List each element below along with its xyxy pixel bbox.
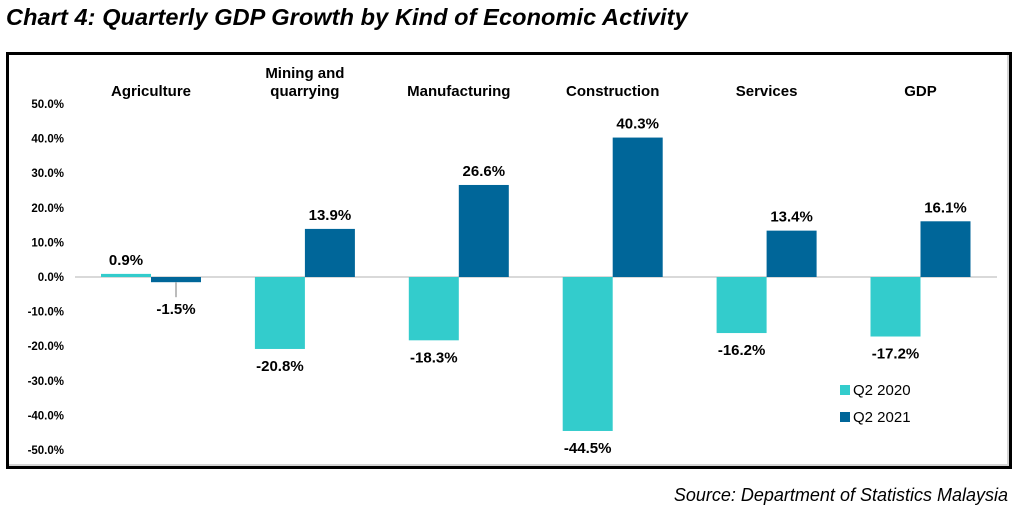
category-label: Agriculture <box>111 83 191 100</box>
source-note: Source: Department of Statistics Malaysi… <box>673 485 1008 505</box>
y-tick-label: -50.0% <box>28 445 64 457</box>
category-labels-layer: Agriculture Mining and quarrying Manufactur… <box>111 65 937 100</box>
y-tick-label: 40.0% <box>31 134 64 146</box>
data-label: 13.4% <box>770 209 813 226</box>
data-label: 0.9% <box>109 252 143 269</box>
bars-layer <box>101 137 971 431</box>
chart-frame <box>6 52 1012 469</box>
category-label: GDP <box>904 83 937 100</box>
y-tick-label: -40.0% <box>28 410 64 422</box>
data-label: 26.6% <box>463 163 506 180</box>
category-label: Mining and quarrying <box>265 65 344 100</box>
data-label: -1.5% <box>156 301 195 318</box>
y-axis: 50.0% 40.0% 30.0% 20.0% 10.0% 0.0% -10.0% -20.0… <box>28 99 64 457</box>
bar-q2-2020 <box>870 277 921 337</box>
data-label: -18.3% <box>410 349 458 366</box>
bar-q2-2021 <box>304 228 355 277</box>
data-labels-layer: 0.9% -1.5% -20.8% 13.9% -18.3% 26.6% -44.5% 40.… <box>109 116 967 457</box>
bar-q2-2021 <box>920 221 971 277</box>
bar-q2-2021 <box>766 230 817 277</box>
bar-q2-2021 <box>458 184 509 277</box>
legend-swatch <box>840 412 850 422</box>
data-label: 13.9% <box>309 207 352 224</box>
y-tick-label: 50.0% <box>31 99 64 111</box>
category-label: Manufacturing <box>407 83 510 100</box>
data-label: 40.3% <box>616 116 659 133</box>
chart-title: Chart 4: Quarterly GDP Growth by Kind of… <box>6 4 688 30</box>
bar-q2-2021 <box>612 137 663 277</box>
legend-swatch <box>840 385 850 395</box>
data-label: -16.2% <box>718 342 766 359</box>
y-tick-label: -30.0% <box>28 376 64 388</box>
bar-q2-2020 <box>101 273 151 277</box>
data-label: 16.1% <box>924 199 967 216</box>
y-tick-label: 30.0% <box>31 168 64 180</box>
bar-q2-2021 <box>151 277 201 283</box>
data-label: -17.2% <box>872 346 920 363</box>
data-label: -44.5% <box>564 440 612 457</box>
bar-q2-2020 <box>254 277 305 349</box>
category-label: Services <box>736 83 798 100</box>
bar-q2-2020 <box>716 277 767 334</box>
y-tick-label: -20.0% <box>28 341 64 353</box>
bar-q2-2020 <box>408 277 459 341</box>
bar-q2-2020 <box>562 277 613 431</box>
category-label: Construction <box>566 83 659 100</box>
y-tick-label: 0.0% <box>38 272 64 284</box>
legend-label: Q2 2020 <box>853 382 911 399</box>
legend: Q2 2020 Q2 2021 <box>840 382 911 426</box>
legend-label: Q2 2021 <box>853 409 911 426</box>
y-tick-label: 20.0% <box>31 203 64 215</box>
y-tick-label: 10.0% <box>31 237 64 249</box>
data-label: -20.8% <box>256 358 304 375</box>
y-tick-label: -10.0% <box>28 307 64 319</box>
